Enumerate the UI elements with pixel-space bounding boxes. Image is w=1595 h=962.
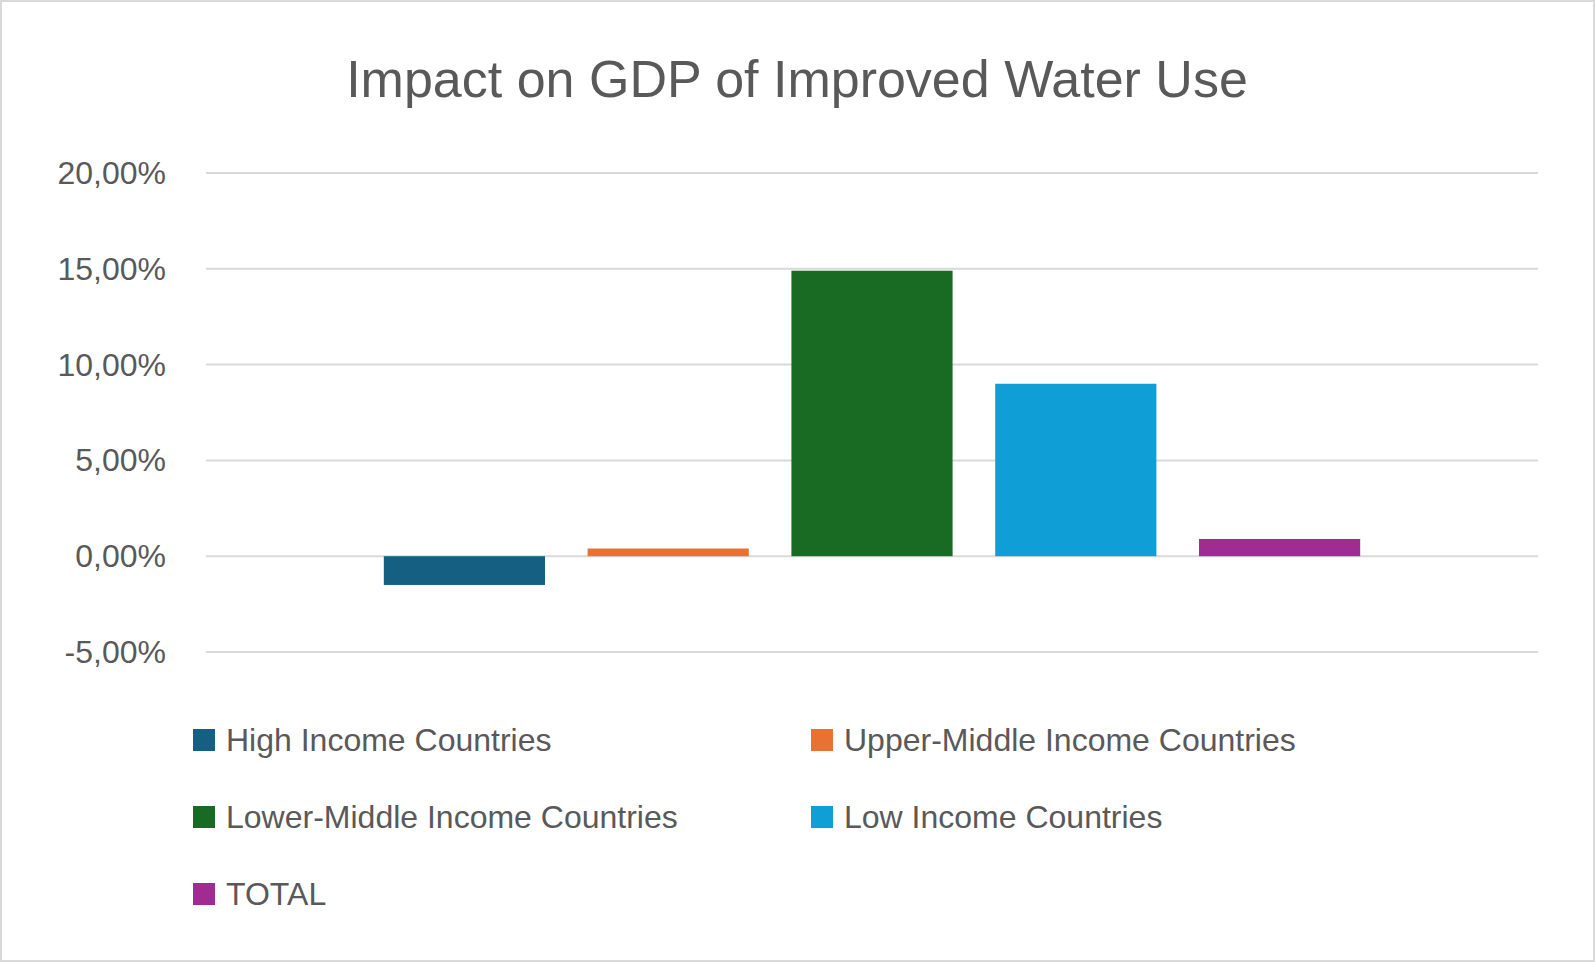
- chart-frame: [1, 1, 1594, 961]
- y-tick-label: 10,00%: [57, 347, 166, 383]
- y-tick-label: 5,00%: [75, 442, 166, 478]
- legend-swatch: [193, 883, 215, 905]
- legend-label: Lower-Middle Income Countries: [226, 799, 678, 835]
- legend-label: High Income Countries: [226, 722, 551, 758]
- legend-swatch: [193, 806, 215, 828]
- bar: [1199, 539, 1360, 556]
- legend-swatch: [193, 729, 215, 751]
- legend-swatch: [811, 806, 833, 828]
- legend-label: Upper-Middle Income Countries: [844, 722, 1296, 758]
- grid-line: [206, 651, 1538, 653]
- bar: [995, 384, 1156, 556]
- y-tick-label: 0,00%: [75, 538, 166, 574]
- chart: Impact on GDP of Improved Water Use -5,00…: [0, 0, 1595, 962]
- bar: [791, 271, 952, 556]
- y-tick-label: 20,00%: [57, 155, 166, 191]
- title: Impact on GDP of Improved Water Use: [346, 50, 1248, 108]
- legend-swatch: [811, 729, 833, 751]
- bar: [384, 556, 545, 585]
- legend-label: Low Income Countries: [844, 799, 1162, 835]
- y-tick-label: 15,00%: [57, 251, 166, 287]
- grid-line: [206, 268, 1538, 270]
- y-tick-label: -5,00%: [65, 634, 166, 670]
- bars: [384, 271, 1360, 585]
- grid-line: [206, 172, 1538, 174]
- bar: [588, 549, 749, 557]
- legend-label: TOTAL: [226, 876, 326, 912]
